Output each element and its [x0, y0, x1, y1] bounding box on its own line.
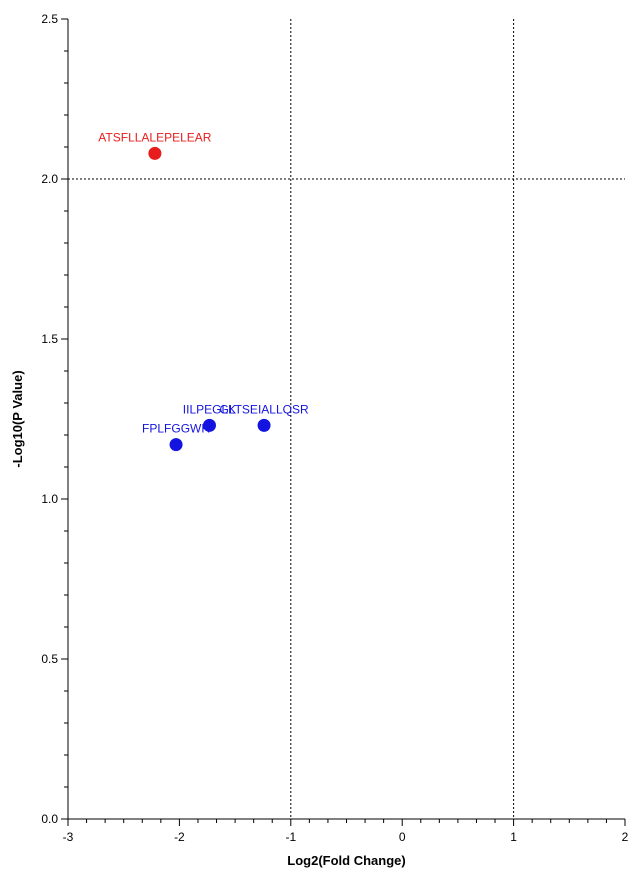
data-point — [257, 418, 271, 432]
data-point — [169, 438, 183, 452]
data-point-label: GLTSEIALLQSR — [219, 402, 308, 416]
x-tick-label: 1 — [510, 830, 517, 844]
data-point — [202, 418, 216, 432]
x-tick-label: -3 — [63, 830, 74, 844]
axes: 0.0 0.5 1.0 1.5 2.0 2.5 -3 -2 -1 0 1 2 — [41, 12, 628, 844]
x-axis-title: Log2(Fold Change) — [287, 853, 405, 868]
x-tick-label: -1 — [285, 830, 296, 844]
data-point-label: IILPEGLK — [183, 402, 236, 416]
data-point-label: FPLFGGWR — [142, 422, 210, 436]
y-tick-label: 2.5 — [41, 12, 58, 26]
y-axis-title: -Log10(P Value) — [10, 370, 25, 467]
y-tick-label: 2.0 — [41, 172, 58, 186]
x-tick-label: 2 — [622, 830, 629, 844]
y-tick-label: 0.0 — [41, 812, 58, 826]
x-tick-label: 0 — [399, 830, 406, 844]
threshold-lines — [68, 19, 625, 819]
y-tick-label: 0.5 — [41, 652, 58, 666]
data-point-label: ATSFLLALEPELEAR — [98, 130, 211, 144]
data-point — [148, 146, 162, 160]
y-tick-label: 1.5 — [41, 332, 58, 346]
y-tick-label: 1.0 — [41, 492, 58, 506]
x-tick-label: -2 — [174, 830, 185, 844]
